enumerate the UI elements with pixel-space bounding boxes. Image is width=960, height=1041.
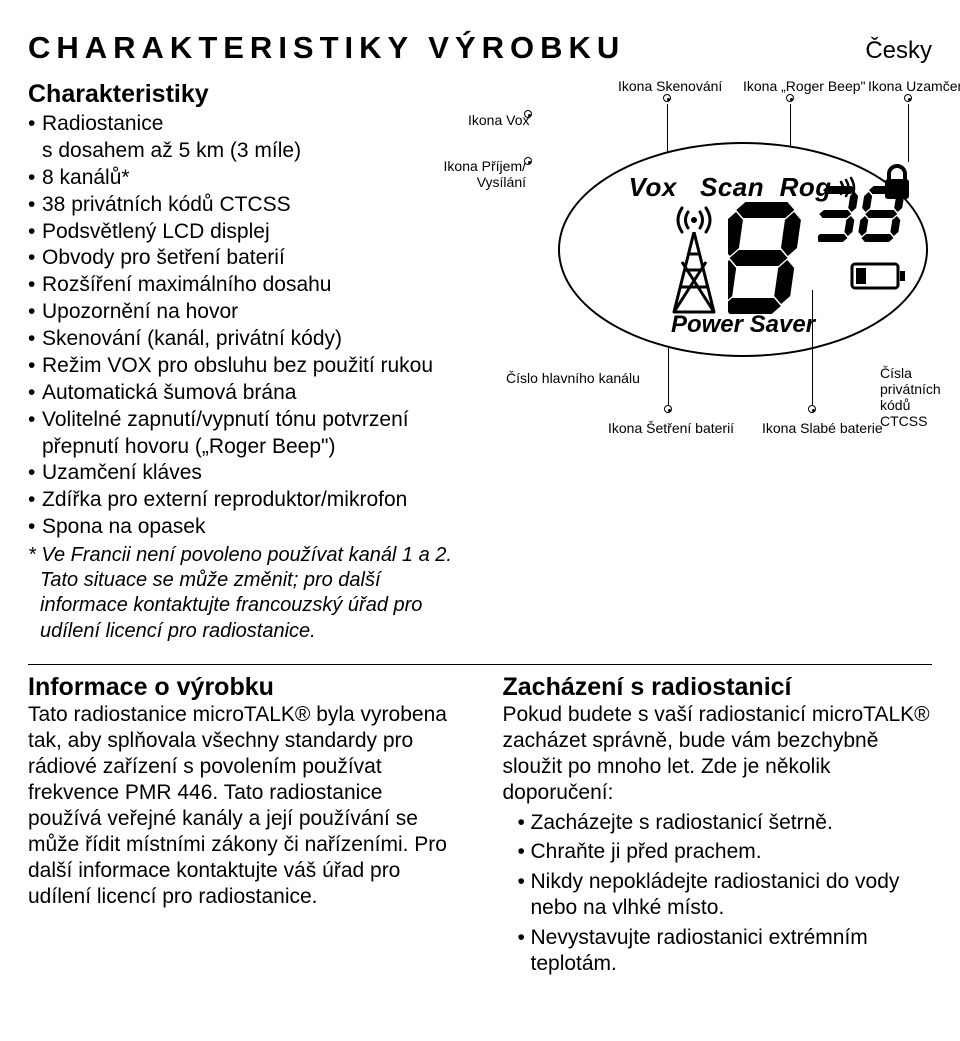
- callout-dot: [664, 405, 672, 413]
- feature-item: Zdířka pro externí reproduktor/mikrofon: [28, 487, 458, 514]
- main-digit-icon: [728, 198, 808, 318]
- lcd-vox: Vox: [629, 172, 677, 202]
- label-roger: Ikona „Roger Beep": [743, 78, 866, 94]
- care-item: Chraňte ji před prachem.: [503, 839, 933, 865]
- page-title: CHARAKTERISTIKY VÝROBKU: [28, 30, 625, 66]
- lcd-diagram: Ikona Skenování Ikona „Roger Beep" Ikona…: [468, 80, 932, 460]
- feature-item: 8 kanálů*: [28, 165, 458, 192]
- language-label: Česky: [865, 37, 932, 65]
- feature-item: Upozornění na hovor: [28, 299, 458, 326]
- features-footnote: * Ve Francii není povoleno používat kaná…: [40, 543, 458, 644]
- product-info-text: Tato radiostanice microTALK® byla vyrobe…: [28, 702, 458, 910]
- feature-item: Režim VOX pro obsluhu bez použití rukou: [28, 353, 458, 380]
- callout-dot: [524, 110, 532, 118]
- label-low-batt: Ikona Slabé baterie: [762, 420, 883, 436]
- care-intro: Pokud budete s vaší radiostanicí microTA…: [503, 702, 933, 806]
- feature-item: Spona na opasek: [28, 514, 458, 541]
- care-item: Nikdy nepokládejte radiostanici do vody …: [503, 869, 933, 922]
- label-main-channel: Číslo hlavního kanálu: [506, 370, 640, 386]
- care-heading: Zacházení s radiostanicí: [503, 673, 933, 702]
- diagram-column: Ikona Skenování Ikona „Roger Beep" Ikona…: [468, 80, 932, 644]
- feature-item: Uzamčení kláves: [28, 460, 458, 487]
- features-heading: Charakteristiky: [28, 80, 458, 109]
- callout-line: [668, 348, 669, 406]
- header: CHARAKTERISTIKY VÝROBKU Česky: [28, 30, 932, 66]
- callout-line: [908, 104, 909, 162]
- label-scan: Ikona Skenování: [618, 78, 722, 94]
- feature-item: 38 privátních kódů CTCSS: [28, 192, 458, 219]
- callout-dot: [663, 94, 671, 102]
- callout-dot: [524, 157, 532, 165]
- label-rxtx: Ikona Příjem/ Vysílání: [436, 158, 526, 190]
- care-column: Zacházení s radiostanicí Pokud budete s …: [503, 673, 933, 981]
- feature-item: Skenování (kanál, privátní kódy): [28, 326, 458, 353]
- label-ctcss: Čísla privátních kódů CTCSS: [880, 365, 941, 429]
- callout-line: [812, 290, 813, 406]
- antenna-tower-icon: [668, 232, 720, 314]
- product-info-column: Informace o výrobku Tato radiostanice mi…: [28, 673, 458, 981]
- care-item: Zacházejte s radiostanicí šetrně.: [503, 810, 933, 836]
- callout-dot: [904, 94, 912, 102]
- section-divider: [28, 664, 932, 665]
- label-batt-save: Ikona Šetření baterií: [608, 420, 734, 436]
- feature-item: Radiostanice s dosahem až 5 km (3 míle): [28, 111, 458, 165]
- battery-icon: [850, 262, 906, 290]
- label-vox: Ikona Vox: [468, 112, 530, 128]
- features-column: Charakteristiky Radiostanice s dosahem a…: [28, 80, 458, 644]
- product-info-heading: Informace o výrobku: [28, 673, 458, 702]
- callout-dot: [786, 94, 794, 102]
- lower-section: Informace o výrobku Tato radiostanice mi…: [28, 673, 932, 981]
- features-list: Radiostanice s dosahem až 5 km (3 míle)8…: [28, 111, 458, 541]
- lcd-power-saver: Power Saver: [560, 311, 926, 339]
- label-lock: Ikona Uzamčení: [868, 78, 960, 94]
- upper-section: Charakteristiky Radiostanice s dosahem a…: [28, 80, 932, 644]
- care-item: Nevystavujte radiostanici extrémním tepl…: [503, 925, 933, 978]
- sub-digits-icon: [818, 184, 908, 248]
- feature-item: Obvody pro šetření baterií: [28, 245, 458, 272]
- lcd-screen: Vox Scan Rog: [558, 142, 928, 357]
- care-list: Zacházejte s radiostanicí šetrně. Chraňte…: [503, 810, 933, 978]
- feature-item: Podsvětlený LCD displej: [28, 219, 458, 246]
- callout-dot: [808, 405, 816, 413]
- feature-item: Automatická šumová brána: [28, 380, 458, 407]
- feature-item: Rozšíření maximálního dosahu: [28, 272, 458, 299]
- feature-item: Volitelné zapnutí/vypnutí tónu potvrzení…: [28, 407, 458, 461]
